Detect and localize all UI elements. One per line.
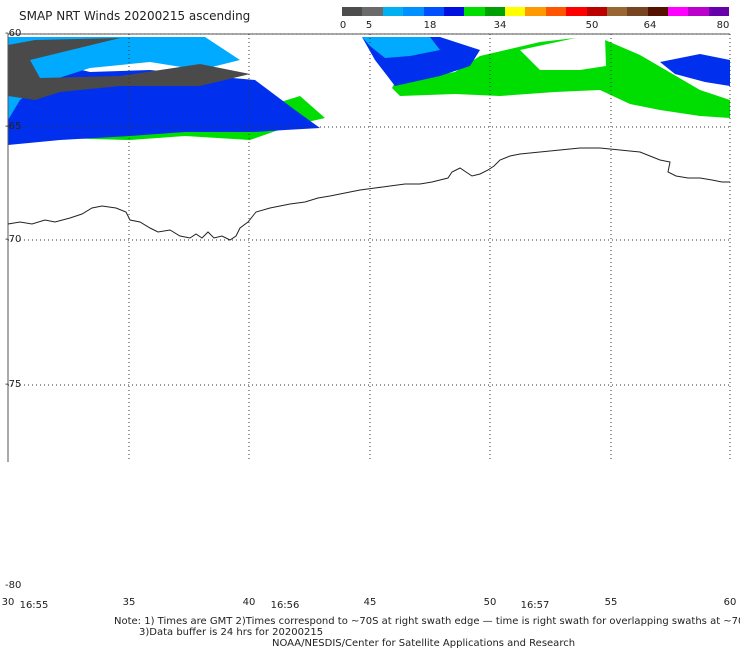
lon-label-55: 55 [604,597,618,608]
wind-swath-left [8,37,325,145]
colorbar-segment [688,7,709,16]
colorbar-segment [382,7,404,16]
colorbar-segment [443,7,465,16]
colorbar-tick-80: 80 [716,20,730,31]
colorbar-segment [606,7,628,16]
colorbar-tick-64: 64 [643,20,657,31]
colorbar-segment [627,7,648,16]
colorbar-tick-50: 50 [585,20,599,31]
colorbar-tick-5: 5 [365,20,373,31]
wind-swath-right [362,37,730,118]
lat-label--65: -65 [5,121,22,132]
antarctica-coastline [7,147,730,241]
colorbar-segment [545,7,567,16]
colorbar-segment [484,7,505,16]
colorbar-segment [668,7,689,16]
lon-label-40: 40 [242,597,256,608]
lat-grid [8,33,730,386]
lon-label-45: 45 [363,597,377,608]
colorbar-segment [647,7,668,16]
time-label-1657: 16:57 [520,600,550,611]
colorbar-labels: 0 5 18 34 50 64 80 [339,20,730,32]
colorbar-segment [586,7,607,16]
lat-label--70: -70 [5,234,22,245]
wind-colorbar [342,7,730,16]
colorbar-segment [566,7,587,16]
colorbar-tick-34: 34 [493,20,507,31]
colorbar-segment [505,7,526,16]
lon-label-35: 35 [122,597,136,608]
lon-label-50: 50 [483,597,497,608]
lon-label-60: 60 [723,597,737,608]
lon-grid [128,34,731,462]
note-line-3: NOAA/NESDIS/Center for Satellite Applica… [272,638,576,649]
lat-label--80: -80 [5,580,22,591]
map-title: SMAP NRT Winds 20200215 ascending [19,9,251,23]
swath-right-white-gap [520,37,606,70]
swath-right-strong [392,38,730,118]
colorbar-segment [423,7,444,16]
swath-left-calm [8,38,250,100]
lat-label--60: -60 [5,28,22,39]
swath-right-moderate-east [660,54,730,86]
time-label-1655: 16:55 [19,600,49,611]
colorbar-segment [403,7,424,16]
colorbar-segment [342,7,363,16]
colorbar-segment [708,7,730,16]
time-label-1656: 16:56 [270,600,300,611]
lon-label-30: 30 [1,597,15,608]
colorbar-tick-0: 0 [339,20,347,31]
swath-right-light [362,37,440,58]
colorbar-tick-18: 18 [423,20,437,31]
swath-left-light [8,37,240,120]
colorbar-segment [362,7,383,16]
colorbar-segment [525,7,546,16]
note-line-2: 3)Data buffer is 24 hrs for 20200215 [139,627,324,638]
note-line-1: Note: 1) Times are GMT 2)Times correspon… [114,616,740,627]
colorbar-segment [464,7,485,16]
lat-label--75: -75 [5,379,22,390]
